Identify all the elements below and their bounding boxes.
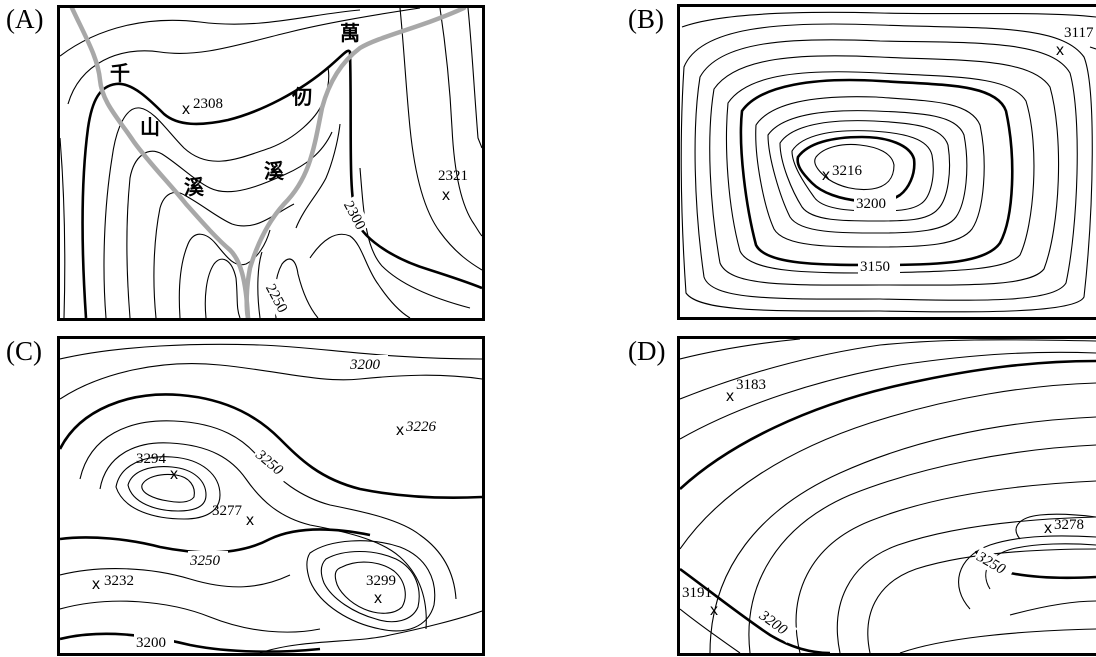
spot-height-mark: x — [246, 512, 254, 529]
contour-map-b: 3200 3150 x 3216 3117 x — [680, 11, 1096, 313]
contour-map-c: 3200 3250 3250 3200 3294 x x 3226 3277 x… — [60, 343, 482, 653]
spot-height-mark: x — [170, 466, 178, 483]
spot-height-3232: 3232 — [104, 573, 134, 589]
contour-label-3250-low: 3250 — [189, 553, 221, 569]
spot-height-mark: x — [182, 101, 190, 118]
contour-map-a: 2300 2250 x 2308 2321 x 千 山 溪 萬 仞 溪 — [60, 8, 482, 318]
place-char-shan: 山 — [140, 115, 160, 139]
place-char-xi-2: 溪 — [264, 159, 285, 183]
spot-height-3226: 3226 — [405, 419, 437, 435]
spot-height-mark: x — [442, 187, 450, 204]
panel-label-c: (C) — [6, 336, 42, 366]
map-panel-a: 2300 2250 x 2308 2321 x 千 山 溪 萬 仞 溪 — [57, 5, 485, 321]
place-char-qian: 千 — [110, 61, 130, 85]
panel-label-a: (A) — [6, 4, 44, 34]
spot-height-mark: x — [710, 602, 718, 619]
spot-height-3294: 3294 — [136, 451, 167, 467]
spot-height-3278: 3278 — [1054, 517, 1084, 533]
place-char-xi-1: 溪 — [184, 175, 205, 199]
contour-label-3150: 3150 — [860, 259, 890, 275]
panel-label-d: (D) — [628, 336, 666, 366]
place-char-wan: 萬 — [340, 21, 360, 45]
spot-height-3117: 3117 — [1064, 25, 1094, 41]
panel-label-b: (B) — [628, 4, 664, 34]
spot-height-3277: 3277 — [212, 503, 243, 519]
place-char-ren: 仞 — [291, 85, 312, 109]
spot-height-3299: 3299 — [366, 573, 396, 589]
spot-height-2321: 2321 — [438, 168, 468, 184]
spot-height-mark: x — [374, 590, 382, 607]
map-panel-c: 3200 3250 3250 3200 3294 x x 3226 3277 x… — [57, 336, 485, 656]
spot-height-3216: 3216 — [832, 163, 863, 179]
contour-label-3200: 3200 — [856, 196, 886, 212]
spot-height-mark: x — [1044, 520, 1052, 537]
contour-map-d: 3250 3200 x 3183 x 3278 3191 x — [680, 339, 1096, 653]
contour-label-3200-top: 3200 — [349, 357, 381, 373]
map-panel-d: 3250 3200 x 3183 x 3278 3191 x — [677, 336, 1096, 656]
spot-height-3191: 3191 — [682, 585, 712, 601]
spot-height-mark: x — [822, 167, 830, 184]
spot-height-mark: x — [92, 576, 100, 593]
map-panel-b: 3200 3150 x 3216 3117 x — [677, 4, 1096, 320]
spot-height-2308: 2308 — [193, 96, 223, 112]
spot-height-mark: x — [726, 388, 734, 405]
spot-height-mark: x — [396, 422, 404, 439]
contour-label-3200-bottom: 3200 — [136, 635, 166, 651]
spot-height-3183: 3183 — [736, 377, 766, 393]
spot-height-mark: x — [1056, 42, 1064, 59]
